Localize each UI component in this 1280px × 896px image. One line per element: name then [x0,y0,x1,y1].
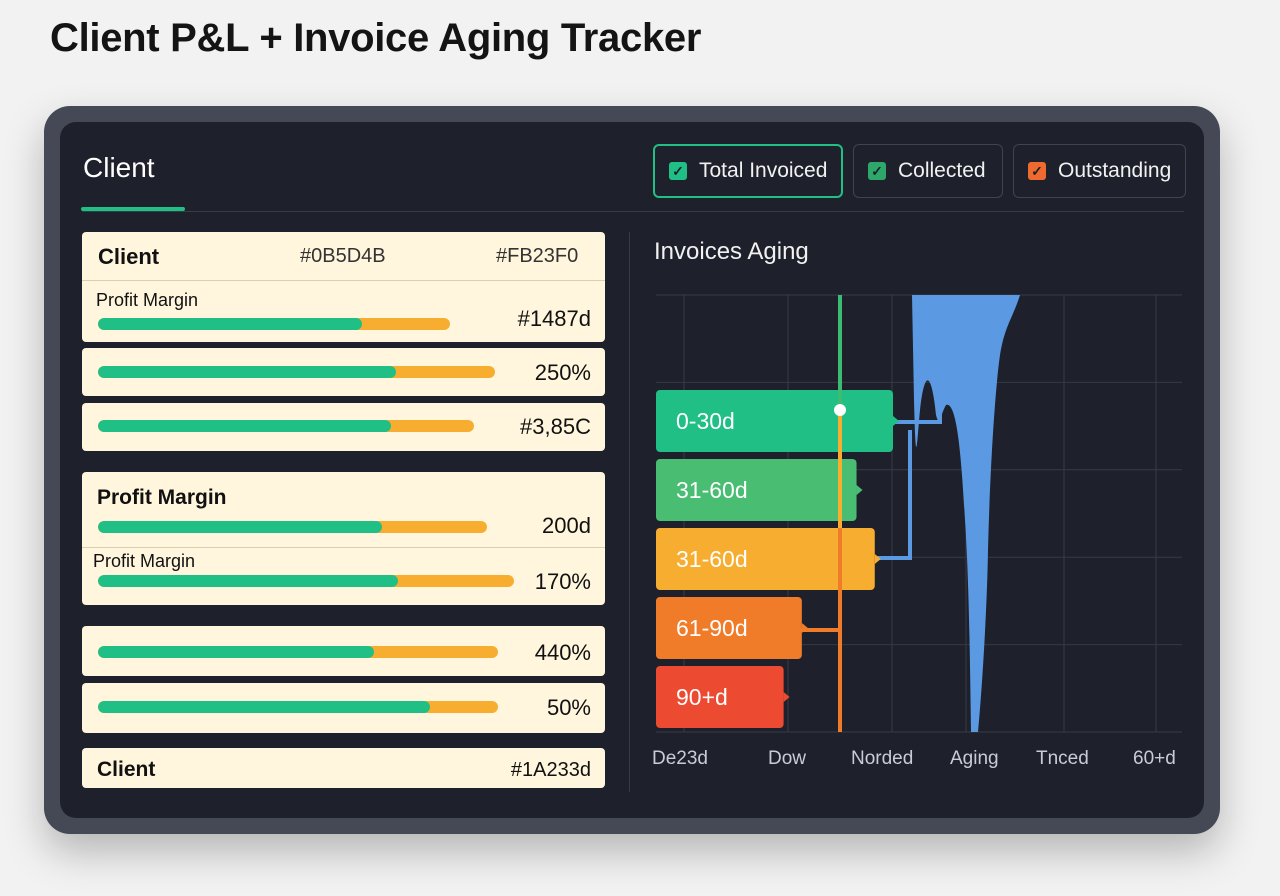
column-header-1: #0B5D4B [300,245,386,267]
aging-bar [656,666,784,728]
footer-value: #1A233d [510,759,591,781]
checkbox-checked-icon: ✓ [1028,162,1046,180]
table-row: 440% [82,626,605,676]
legend-toggle-total-invoiced[interactable]: ✓ Total Invoiced [653,144,843,198]
table-footer-row: Client #1A233d [82,748,605,788]
row-value: #3,85C [520,414,591,439]
legend-label: Collected [898,159,986,182]
indicator-dot [834,404,846,416]
legend-label: Total Invoiced [699,159,828,182]
table-row: 50% [82,683,605,733]
row-label: Profit Margin [93,551,196,571]
legend-label: Outstanding [1058,159,1172,182]
column-header-2: #FB23F0 [496,245,579,267]
progress-bar [98,521,487,533]
aging-bar-pointer [856,485,863,495]
aging-bar-label: 90+d [676,684,728,710]
aging-bar-pointer [874,554,881,564]
row-value: 170% [534,569,591,594]
x-tick-label: 60+d [1133,748,1176,769]
aging-bar [656,459,857,521]
row-value: 440% [534,640,591,665]
row-value: 50% [546,695,591,720]
progress-bar [98,366,495,378]
legend-toggle-collected[interactable]: ✓ Collected [853,144,1003,198]
aging-bar-pointer [801,623,808,633]
aging-bar [656,390,893,452]
connector-line [893,405,942,424]
progress-bar [98,420,474,432]
footer-client-label: Client [97,758,156,781]
checkbox-checked-icon: ✓ [669,162,687,180]
row-divider [82,547,605,548]
progress-bar [98,701,498,713]
row-value: 250% [534,360,591,385]
client-table-group-2: Profit Margin 200d Profit Margin 170% [82,472,605,605]
row-divider [82,280,605,281]
chart-title: Invoices Aging [654,238,809,265]
row-label: Profit Margin [97,486,227,509]
aging-bar-pointer [893,416,899,426]
page-title: Client P&L + Invoice Aging Tracker [50,16,702,60]
outstanding-area [912,295,1020,732]
checkbox-checked-icon: ✓ [868,162,886,180]
connector-line [876,430,912,560]
row-label: Profit Margin [96,290,199,310]
client-table-group-1: Client #0B5D4B #FB23F0 Profit Margin #14… [82,232,605,451]
x-tick-label: Norded [851,748,914,769]
column-header-client: Client [98,244,160,269]
aging-bar [656,528,875,590]
aging-bar [656,597,802,659]
aging-chart: 0-30d 31-60d 31-60d 61-90d 90+d [656,294,1182,733]
tab-client[interactable]: Client [83,152,155,183]
row-value: #1487d [517,306,591,331]
row-value: 200d [542,513,591,538]
aging-bar-label: 0-30d [676,408,735,434]
header-divider [82,211,1184,212]
progress-bar [98,646,498,658]
aging-bar-label: 31-60d [676,546,748,572]
aging-bar-label: 31-60d [676,477,748,503]
aging-bar-label: 61-90d [676,615,748,641]
aging-bar-pointer [783,692,790,702]
x-tick-label: Aging [950,748,999,769]
x-tick-label: De23d [652,748,708,769]
x-tick-label: Dow [768,748,807,769]
legend-toggle-outstanding[interactable]: ✓ Outstanding [1013,144,1186,198]
progress-bar [98,575,514,587]
x-tick-label: Tnced [1036,748,1089,769]
active-tab-indicator [81,207,185,211]
panel-divider [629,232,630,792]
progress-bar [98,318,450,330]
